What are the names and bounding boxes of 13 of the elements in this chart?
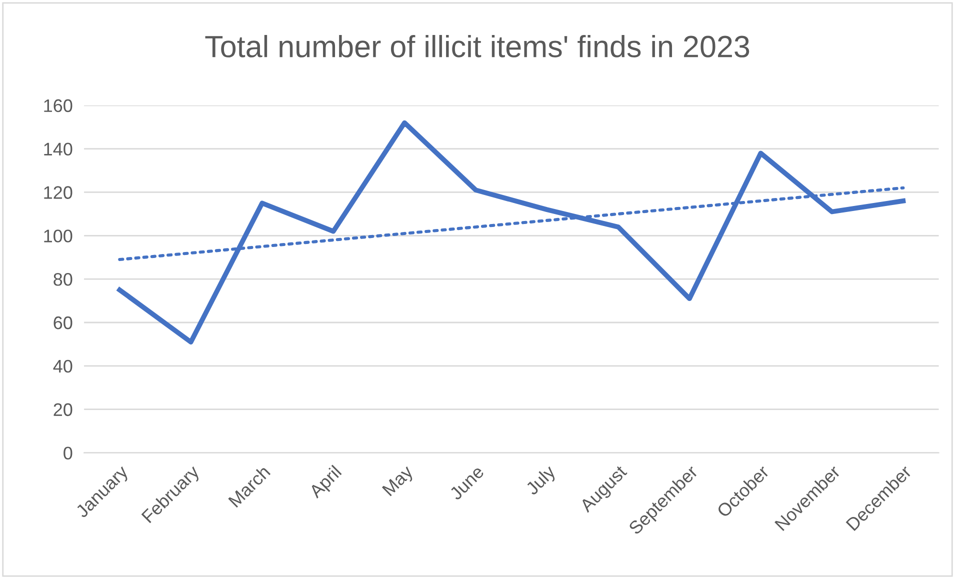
chart-title: Total number of illicit items' finds in 2023 [205, 34, 750, 58]
y-tick-label: 60 [54, 316, 72, 330]
line-series [117, 120, 906, 344]
y-tick-label: 100 [44, 230, 72, 242]
y-tick-label: 20 [54, 403, 72, 416]
y-tick-label: 0 [64, 446, 72, 460]
y-tick-label: 80 [54, 273, 72, 286]
y-tick-label: 140 [44, 142, 72, 156]
y-tick-label: 40 [53, 360, 72, 373]
x-tick-label: May [382, 464, 416, 499]
y-tick-label: 120 [44, 186, 72, 199]
x-tick-label: July [524, 464, 559, 498]
y-tick-label: 160 [44, 99, 72, 112]
